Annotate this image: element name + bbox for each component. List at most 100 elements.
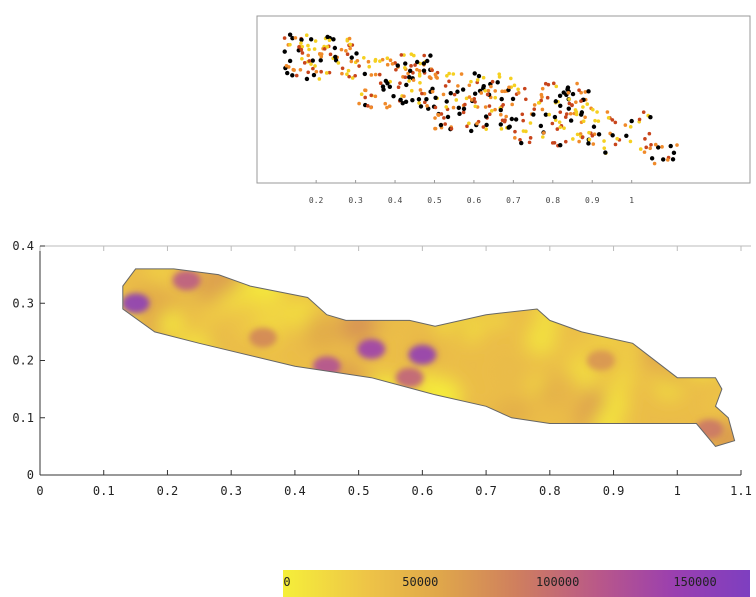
scatter-point — [387, 84, 393, 89]
scatter-point — [288, 42, 292, 47]
scatter-point — [575, 81, 579, 86]
heatmap-cell — [576, 268, 599, 288]
scatter-point — [493, 107, 497, 112]
scatter-point — [647, 131, 652, 136]
colorbar-tick-label: 0 — [283, 575, 291, 589]
scatter-point — [363, 88, 367, 93]
scatter-point — [327, 38, 332, 43]
scatter-point — [563, 139, 568, 144]
scatter-point — [470, 98, 474, 102]
scatter-point — [649, 142, 653, 147]
scatter-point — [322, 47, 327, 51]
scatter-point — [475, 121, 479, 126]
scatter-point — [518, 137, 522, 142]
scatter-point — [340, 66, 345, 71]
scatter-point — [585, 102, 590, 106]
scatter-point — [590, 133, 595, 138]
heatmap-hotspot — [695, 419, 724, 440]
heatmap-cell — [300, 439, 324, 447]
heatmap-cell — [496, 358, 524, 386]
scatter-point — [416, 97, 422, 102]
scatter-point — [293, 36, 298, 40]
heatmap-cell — [300, 295, 320, 315]
scatter-point — [500, 89, 504, 94]
scatter-point — [521, 129, 526, 133]
scatter-point — [347, 74, 351, 79]
scatter-point — [404, 82, 409, 88]
scatter-point — [652, 161, 657, 166]
heatmap-cell — [611, 366, 636, 391]
scatter-point — [441, 92, 446, 97]
scatter-point — [481, 75, 486, 80]
heatmap-cell — [171, 435, 194, 447]
scatter-point — [487, 104, 492, 108]
scatter-point — [409, 64, 413, 68]
heatmap-cell — [592, 290, 610, 309]
scatter-point — [385, 105, 389, 110]
scatter-point — [282, 36, 287, 40]
scatter-point — [562, 126, 566, 130]
scatter-point — [413, 63, 417, 67]
scatter-point — [388, 58, 393, 63]
scatter-point — [497, 72, 502, 76]
scatter-point — [550, 141, 555, 145]
scatter-point — [580, 135, 585, 139]
scatter-point — [398, 81, 402, 85]
scatter-point — [499, 96, 504, 102]
scatter-point — [417, 101, 421, 105]
scatter-point — [670, 157, 676, 162]
scatter-point — [503, 118, 507, 123]
scatter-point — [418, 88, 423, 92]
scatter-point — [465, 124, 469, 129]
heatmap-hotspot — [122, 293, 150, 314]
heatmap-cell — [198, 307, 220, 328]
scatter-point — [308, 37, 314, 42]
scatter-point — [380, 84, 386, 89]
scatter-point — [418, 104, 424, 109]
scatter-point — [497, 75, 502, 79]
scatter-point — [443, 84, 448, 88]
heatmap-cell — [227, 430, 246, 447]
scatter-point — [310, 58, 315, 63]
heatmap-cell — [243, 430, 282, 447]
scatter-point — [543, 112, 549, 117]
scatter-point — [297, 45, 301, 49]
scatter-point — [439, 112, 444, 116]
scatter-point — [675, 143, 679, 147]
scatter-point — [501, 102, 505, 107]
colorbar-tick-label: 50000 — [402, 575, 439, 589]
scatter-point — [498, 107, 503, 113]
inset-x-tick-label: 0.7 — [506, 196, 521, 205]
scatter-point — [623, 123, 628, 127]
scatter-point — [448, 90, 453, 96]
heatmap-cell — [137, 398, 175, 437]
heatmap-cell — [279, 268, 309, 280]
y-tick-label: 0.1 — [12, 411, 34, 425]
scatter-point — [299, 37, 304, 43]
heatmap-cell — [415, 395, 455, 435]
inset-scatter-svg: 0.2 0.3 0.4 0.5 0.6 0.7 0.8 0.9 1 — [256, 15, 751, 205]
heatmap-cell — [175, 331, 214, 371]
scatter-point — [473, 104, 478, 109]
heatmap-cell — [253, 398, 289, 435]
scatter-point — [587, 130, 591, 135]
heatmap-cell — [669, 281, 687, 298]
scatter-point — [540, 86, 545, 91]
scatter-point — [354, 51, 359, 56]
inset-x-tick-label: 1 — [629, 196, 634, 205]
x-tick-label: 0.8 — [539, 484, 561, 498]
scatter-point — [602, 139, 606, 143]
scatter-point — [574, 100, 578, 104]
scatter-point — [444, 105, 449, 109]
scatter-point — [555, 127, 560, 131]
scatter-point — [577, 88, 581, 93]
scatter-point — [521, 118, 525, 123]
heatmap-cell — [338, 389, 364, 415]
scatter-point — [613, 120, 618, 125]
scatter-point — [299, 41, 303, 45]
scatter-point — [570, 91, 576, 97]
scatter-point — [519, 140, 524, 146]
heatmap-cell — [656, 354, 690, 389]
heatmap-cell — [302, 397, 326, 421]
scatter-point — [385, 81, 390, 86]
